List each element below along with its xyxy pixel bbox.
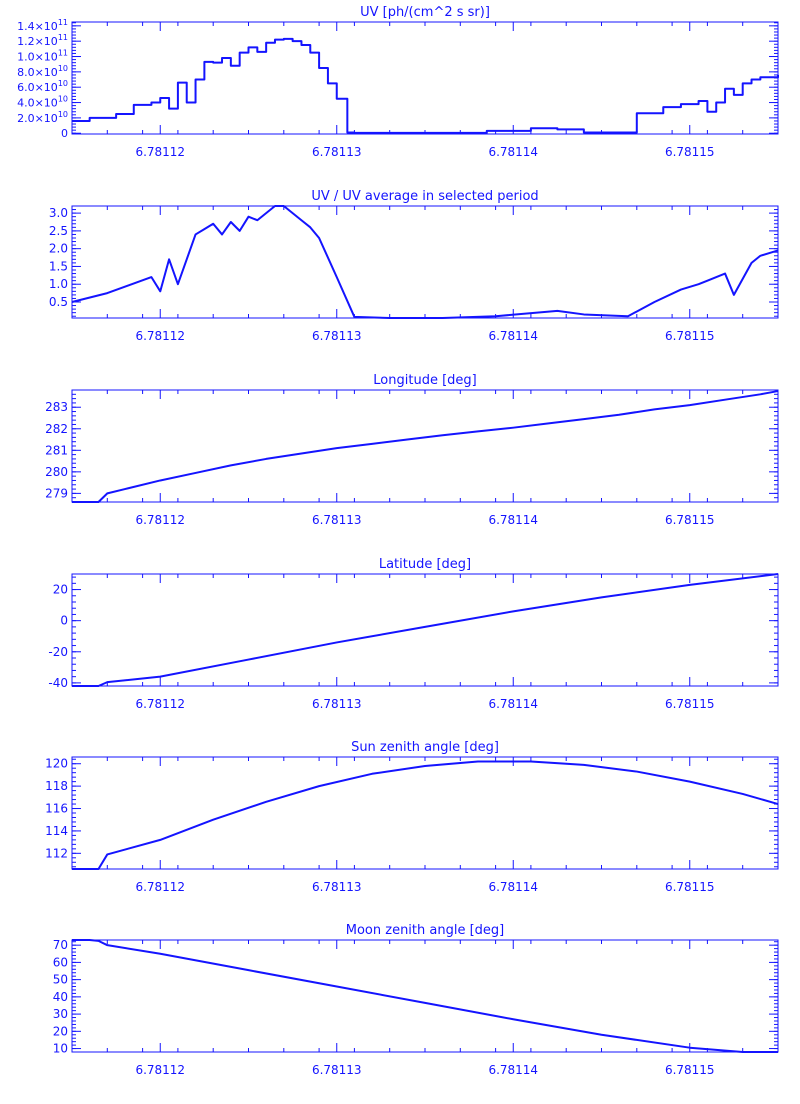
y-tick-label: 70 xyxy=(53,938,68,952)
y-tick-label-base: 1.2×10 xyxy=(17,35,58,48)
x-tick-label: 6.78112 xyxy=(135,880,185,894)
x-tick-label: 6.78115 xyxy=(665,880,715,894)
y-tick-label: 1.4×1011 xyxy=(17,18,68,33)
chart-title: Moon zenith angle [deg] xyxy=(346,923,504,938)
y-tick-label-exponent: 11 xyxy=(58,33,68,42)
y-tick-label: 1.2×1011 xyxy=(17,33,68,48)
chart-title: Longitude [deg] xyxy=(373,373,476,388)
series-line-1 xyxy=(72,573,779,687)
x-tick-label: 6.78114 xyxy=(488,329,538,343)
y-tick-label: 282 xyxy=(45,422,68,436)
x-tick-label: 6.78115 xyxy=(665,513,715,527)
y-tick-label: 0 xyxy=(60,614,68,628)
y-tick-label-base: 2.0×10 xyxy=(17,112,58,125)
y-tick-label-base: 4.0×10 xyxy=(17,97,58,110)
x-tick-label: 6.78114 xyxy=(488,1063,538,1077)
chart-panel-4: Latitude [deg] 6.78112 6.78113 6.78114 6.781… xyxy=(48,557,779,711)
series-line-1 xyxy=(72,37,779,134)
x-tick-label: 6.78115 xyxy=(665,1063,715,1077)
y-tick-label: 1.0×1011 xyxy=(17,49,68,64)
x-tick-label: 6.78114 xyxy=(488,145,538,159)
x-tick-label: 6.78114 xyxy=(488,880,538,894)
y-tick-label: 6.0×1010 xyxy=(17,79,68,94)
y-tick-label: 0 xyxy=(61,127,68,140)
y-tick-label: 30 xyxy=(53,1007,68,1021)
x-tick-label: 6.78115 xyxy=(665,697,715,711)
chart-panel-5: Sun zenith angle [deg] 6.78112 6.78113 6.78… xyxy=(45,740,779,894)
y-tick-label: 112 xyxy=(45,846,68,860)
x-tick-label: 6.78113 xyxy=(312,145,362,159)
y-tick-label: 114 xyxy=(45,824,68,838)
plot-frame xyxy=(71,205,779,319)
y-tick-label-base: 0 xyxy=(61,127,68,140)
y-tick-label-exponent: 10 xyxy=(58,110,68,119)
y-tick-label: -20 xyxy=(48,645,68,659)
x-tick-label: 6.78112 xyxy=(135,697,185,711)
chart-panel-1: UV [ph/(cm^2 s sr)] 6.78112 6.78113 6.78114… xyxy=(17,5,779,159)
x-tick-label: 6.78113 xyxy=(312,329,362,343)
y-tick-label: 120 xyxy=(45,757,68,771)
y-tick-label: 1.0 xyxy=(49,277,68,291)
y-tick-label: 280 xyxy=(45,465,68,479)
y-tick-label-exponent: 10 xyxy=(58,64,68,73)
plot-frame xyxy=(71,21,779,135)
x-tick-label: 6.78114 xyxy=(488,697,538,711)
y-tick-label: 4.0×1010 xyxy=(17,95,68,110)
y-tick-label: 2.5 xyxy=(49,224,68,238)
x-tick-label: 6.78113 xyxy=(312,1063,362,1077)
y-tick-label: 8.0×1010 xyxy=(17,64,68,79)
y-tick-label: 2.0 xyxy=(49,242,68,256)
y-tick-label: 116 xyxy=(45,802,68,816)
y-tick-label: 40 xyxy=(53,990,68,1004)
x-tick-label: 6.78113 xyxy=(312,880,362,894)
x-tick-label: 6.78113 xyxy=(312,697,362,711)
y-tick-label: 279 xyxy=(45,486,68,500)
y-tick-label: 60 xyxy=(53,955,68,969)
chart-title: Latitude [deg] xyxy=(379,557,471,572)
chart-title: UV / UV average in selected period xyxy=(311,189,538,204)
y-tick-label-base: 6.0×10 xyxy=(17,81,58,94)
y-tick-label-exponent: 10 xyxy=(58,95,68,104)
chart-title: UV [ph/(cm^2 s sr)] xyxy=(360,5,490,20)
series-line-1 xyxy=(72,939,778,1053)
plot-frame xyxy=(71,756,779,870)
y-tick-label: 2.0×1010 xyxy=(17,110,68,125)
y-tick-label-base: 8.0×10 xyxy=(17,66,58,79)
y-tick-label: 283 xyxy=(45,400,68,414)
y-tick-label: 10 xyxy=(53,1042,68,1056)
y-tick-label-exponent: 11 xyxy=(58,18,68,27)
x-tick-label: 6.78115 xyxy=(665,145,715,159)
plot-frame xyxy=(71,573,779,687)
y-tick-label: 20 xyxy=(53,1024,68,1038)
y-tick-label: 281 xyxy=(45,443,68,457)
y-tick-label-base: 1.0×10 xyxy=(17,51,58,64)
y-tick-label: 20 xyxy=(53,583,68,597)
y-tick-label: -40 xyxy=(48,676,68,690)
y-tick-label-exponent: 10 xyxy=(58,79,68,88)
x-tick-label: 6.78112 xyxy=(135,329,185,343)
x-tick-label: 6.78112 xyxy=(135,1063,185,1077)
y-tick-label: 3.0 xyxy=(49,206,68,220)
y-tick-label-base: 1.4×10 xyxy=(17,20,58,33)
chart-panel-6: Moon zenith angle [deg] 6.78112 6.78113 6.7… xyxy=(53,923,779,1077)
x-tick-label: 6.78113 xyxy=(312,513,362,527)
y-tick-label-exponent: 11 xyxy=(58,49,68,58)
series-line-1 xyxy=(72,390,779,503)
y-tick-label: 0.5 xyxy=(49,295,68,309)
y-tick-label: 50 xyxy=(53,973,68,987)
series-line-1 xyxy=(71,205,779,319)
chart-panel-2: UV / UV average in selected period 6.7811… xyxy=(49,189,779,343)
x-tick-label: 6.78112 xyxy=(135,513,185,527)
y-tick-label: 118 xyxy=(45,779,68,793)
chart-title: Sun zenith angle [deg] xyxy=(351,740,499,755)
x-tick-label: 6.78112 xyxy=(135,145,185,159)
chart-panel-3: Longitude [deg] 6.78112 6.78113 6.78114 6.78… xyxy=(45,373,779,527)
x-tick-label: 6.78114 xyxy=(488,513,538,527)
x-tick-label: 6.78115 xyxy=(665,329,715,343)
series-line-1 xyxy=(72,760,779,870)
y-tick-label: 1.5 xyxy=(49,259,68,273)
